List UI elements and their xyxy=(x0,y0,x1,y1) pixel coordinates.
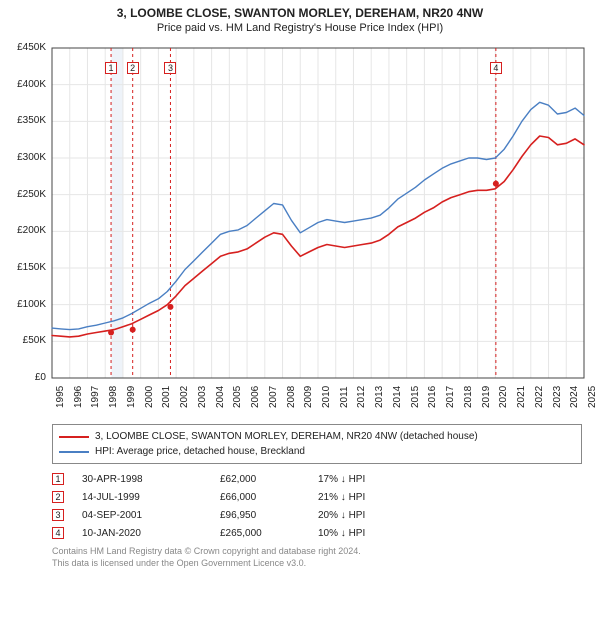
x-axis-label: 2002 xyxy=(179,386,190,408)
x-axis-label: 1995 xyxy=(55,386,66,408)
sale-marker-icon: 1 xyxy=(52,473,64,485)
sale-price: £62,000 xyxy=(220,474,300,485)
sale-row: 1 30-APR-1998 £62,000 17% ↓ HPI xyxy=(52,470,582,488)
x-axis-label: 2001 xyxy=(161,386,172,408)
sale-diff: 10% ↓ HPI xyxy=(318,528,398,539)
x-axis-label: 2023 xyxy=(552,386,563,408)
legend-swatch-property xyxy=(59,436,89,438)
y-axis-label: £400K xyxy=(10,79,46,90)
x-axis-label: 2009 xyxy=(303,386,314,408)
x-axis-label: 2019 xyxy=(481,386,492,408)
x-axis-label: 2007 xyxy=(268,386,279,408)
sale-marker-3: 3 xyxy=(164,62,176,74)
y-axis-label: £50K xyxy=(10,335,46,346)
sale-price: £96,950 xyxy=(220,510,300,521)
x-axis-label: 2005 xyxy=(232,386,243,408)
y-axis-label: £150K xyxy=(10,262,46,273)
x-axis-label: 2014 xyxy=(392,386,403,408)
legend: 3, LOOMBE CLOSE, SWANTON MORLEY, DEREHAM… xyxy=(52,424,582,464)
legend-item: 3, LOOMBE CLOSE, SWANTON MORLEY, DEREHAM… xyxy=(59,429,575,444)
x-axis-label: 2015 xyxy=(410,386,421,408)
chart: £0 £50K £100K £150K £200K £250K £300K £350K £400… xyxy=(8,38,592,418)
legend-swatch-hpi xyxy=(59,451,89,453)
y-axis-label: £0 xyxy=(10,372,46,383)
footer-line: This data is licensed under the Open Gov… xyxy=(52,558,582,570)
x-axis-label: 2000 xyxy=(144,386,155,408)
sale-date: 04-SEP-2001 xyxy=(82,510,202,521)
x-axis-label: 2004 xyxy=(215,386,226,408)
x-axis-label: 2017 xyxy=(445,386,456,408)
title-address: 3, LOOMBE CLOSE, SWANTON MORLEY, DEREHAM… xyxy=(8,6,592,20)
legend-item: HPI: Average price, detached house, Brec… xyxy=(59,444,575,459)
legend-label: HPI: Average price, detached house, Brec… xyxy=(95,444,305,459)
y-axis-label: £300K xyxy=(10,152,46,163)
y-axis-label: £350K xyxy=(10,115,46,126)
x-axis-label: 2021 xyxy=(516,386,527,408)
x-axis-label: 1999 xyxy=(126,386,137,408)
sale-marker-icon: 4 xyxy=(52,527,64,539)
x-axis-label: 2003 xyxy=(197,386,208,408)
x-axis-label: 2010 xyxy=(321,386,332,408)
sale-date: 14-JUL-1999 xyxy=(82,492,202,503)
sale-diff: 20% ↓ HPI xyxy=(318,510,398,521)
sale-marker-1: 1 xyxy=(105,62,117,74)
sale-price: £265,000 xyxy=(220,528,300,539)
x-axis-label: 2013 xyxy=(374,386,385,408)
x-axis-label: 2025 xyxy=(587,386,598,408)
sale-marker-4: 4 xyxy=(490,62,502,74)
x-axis-label: 2024 xyxy=(569,386,580,408)
x-axis-label: 2006 xyxy=(250,386,261,408)
y-axis-label: £100K xyxy=(10,299,46,310)
sale-row: 3 04-SEP-2001 £96,950 20% ↓ HPI xyxy=(52,506,582,524)
x-axis-label: 2020 xyxy=(498,386,509,408)
sale-price: £66,000 xyxy=(220,492,300,503)
footer: Contains HM Land Registry data © Crown c… xyxy=(52,546,582,569)
x-axis-label: 2008 xyxy=(286,386,297,408)
sale-diff: 21% ↓ HPI xyxy=(318,492,398,503)
x-axis-label: 2018 xyxy=(463,386,474,408)
sales-table: 1 30-APR-1998 £62,000 17% ↓ HPI 2 14-JUL-1999… xyxy=(52,470,582,542)
sale-row: 2 14-JUL-1999 £66,000 21% ↓ HPI xyxy=(52,488,582,506)
x-axis-label: 1996 xyxy=(73,386,84,408)
chart-svg xyxy=(8,38,592,418)
legend-label: 3, LOOMBE CLOSE, SWANTON MORLEY, DEREHAM… xyxy=(95,429,478,444)
x-axis-label: 2016 xyxy=(427,386,438,408)
sale-row: 4 10-JAN-2020 £265,000 10% ↓ HPI xyxy=(52,524,582,542)
sale-date: 10-JAN-2020 xyxy=(82,528,202,539)
y-axis-label: £250K xyxy=(10,189,46,200)
x-axis-label: 1998 xyxy=(108,386,119,408)
x-axis-label: 1997 xyxy=(90,386,101,408)
sale-diff: 17% ↓ HPI xyxy=(318,474,398,485)
x-axis-label: 2011 xyxy=(339,386,350,408)
chart-container: 3, LOOMBE CLOSE, SWANTON MORLEY, DEREHAM… xyxy=(0,0,600,577)
sale-marker-2: 2 xyxy=(127,62,139,74)
title-sub: Price paid vs. HM Land Registry's House … xyxy=(8,22,592,34)
y-axis-label: £200K xyxy=(10,225,46,236)
x-axis-label: 2022 xyxy=(534,386,545,408)
sale-marker-icon: 3 xyxy=(52,509,64,521)
y-axis-label: £450K xyxy=(10,42,46,53)
sale-date: 30-APR-1998 xyxy=(82,474,202,485)
sale-marker-icon: 2 xyxy=(52,491,64,503)
footer-line: Contains HM Land Registry data © Crown c… xyxy=(52,546,582,558)
x-axis-label: 2012 xyxy=(356,386,367,408)
